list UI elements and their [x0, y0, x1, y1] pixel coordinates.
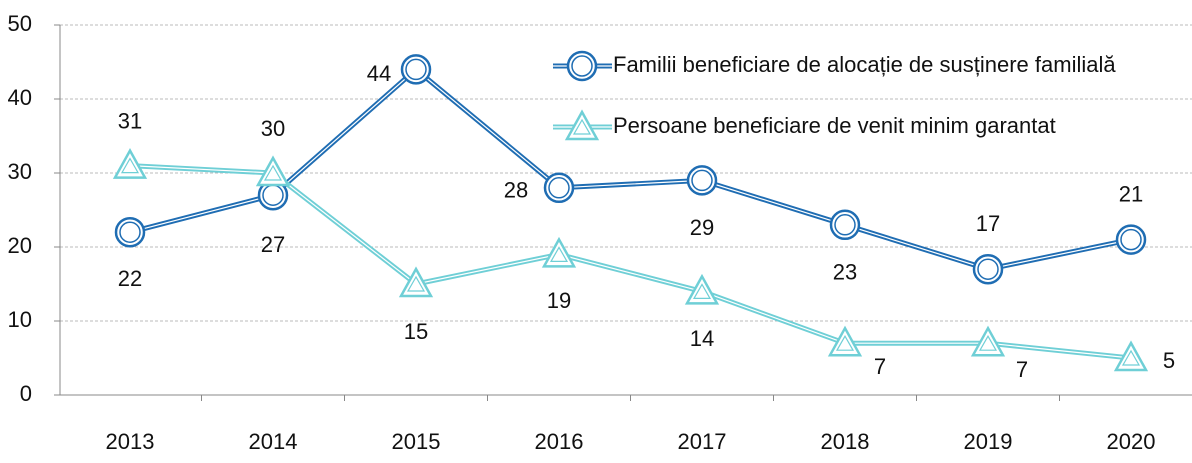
legend-label: Familii beneficiare de alocație de susți…	[613, 52, 1116, 77]
data-label: 19	[547, 288, 571, 313]
data-label: 5	[1163, 348, 1175, 373]
data-label: 15	[404, 319, 428, 344]
series-line-inner	[129, 165, 1132, 359]
y-tick-label: 30	[8, 159, 32, 184]
data-label: 29	[690, 215, 714, 240]
marker-ring	[119, 221, 141, 243]
marker-ring	[571, 55, 593, 77]
data-label: 30	[261, 116, 285, 141]
y-tick-label: 20	[8, 233, 32, 258]
marker	[541, 236, 577, 268]
data-label: 7	[874, 354, 886, 379]
marker-inner	[692, 283, 712, 299]
data-label: 17	[976, 211, 1000, 236]
marker-inner	[978, 334, 998, 351]
y-tick-label: 50	[8, 11, 32, 36]
x-tick-label: 2020	[1107, 429, 1156, 454]
x-tick-label: 2018	[821, 429, 870, 454]
marker-ring	[834, 214, 856, 236]
marker-inner	[835, 334, 855, 351]
y-tick-label: 0	[20, 381, 32, 406]
marker-inner	[120, 157, 140, 174]
data-label: 22	[118, 266, 142, 291]
data-label: 14	[690, 326, 714, 351]
series-line-inner	[129, 68, 1132, 270]
marker-ring	[1120, 228, 1142, 251]
x-tick-label: 2016	[535, 429, 584, 454]
data-label: 21	[1119, 181, 1143, 206]
data-label: 28	[504, 178, 528, 203]
y-tick-label: 10	[8, 307, 32, 332]
x-tick-label: 2015	[392, 429, 441, 454]
x-tick-label: 2019	[964, 429, 1013, 454]
marker-inner	[263, 164, 283, 181]
marker-ring	[977, 258, 999, 280]
marker-ring	[405, 58, 427, 81]
data-label: 44	[367, 61, 391, 86]
y-tick-label: 40	[8, 85, 32, 110]
x-tick-label: 2017	[678, 429, 727, 454]
data-label: 23	[833, 260, 857, 285]
marker-inner	[549, 246, 569, 262]
marker-inner	[572, 118, 592, 135]
x-tick-label: 2014	[249, 429, 298, 454]
legend-label: Persoane beneficiare de venit minim gara…	[613, 113, 1056, 138]
marker-inner	[1121, 349, 1141, 366]
data-label: 31	[118, 108, 142, 133]
data-label: 27	[261, 232, 285, 257]
data-label: 7	[1016, 357, 1028, 382]
marker-ring	[548, 177, 570, 199]
marker-inner	[406, 275, 426, 292]
marker-ring	[691, 169, 713, 192]
x-tick-label: 2013	[106, 429, 155, 454]
